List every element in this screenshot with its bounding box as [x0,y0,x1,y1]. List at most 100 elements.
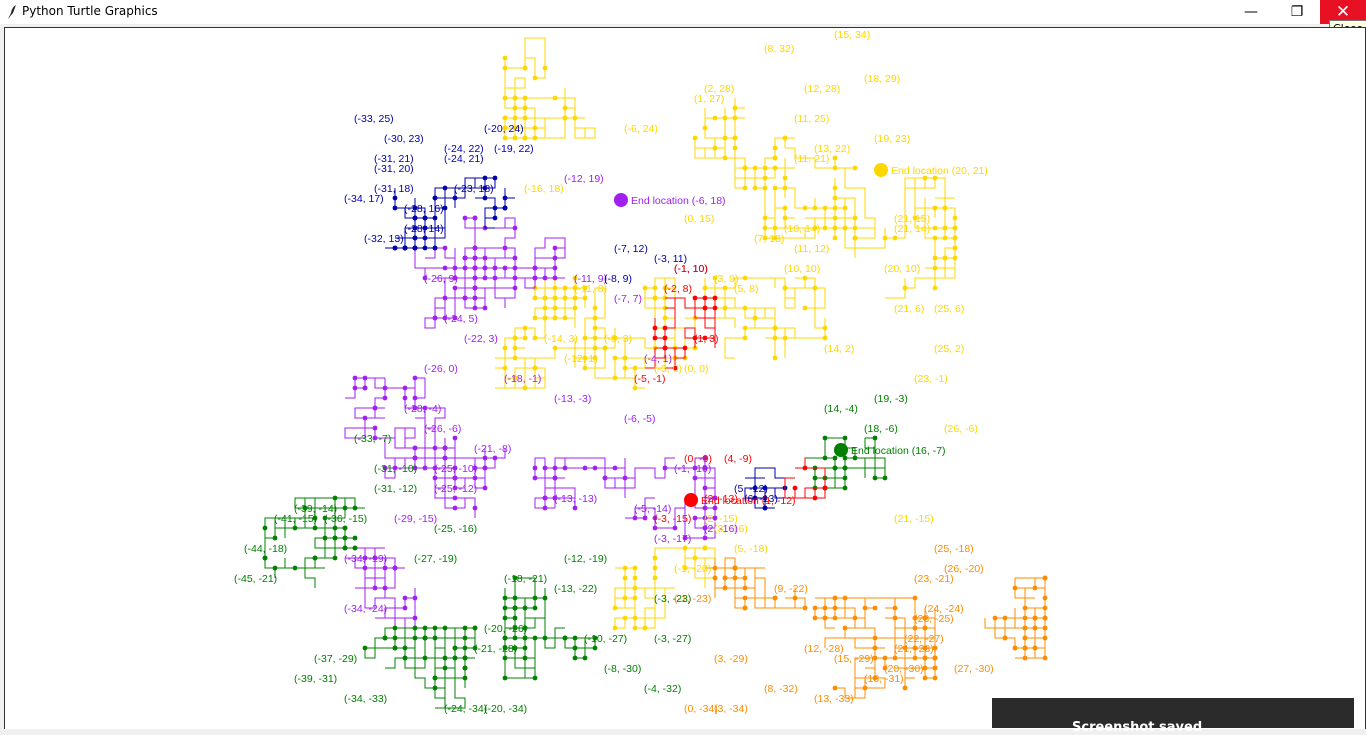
walk-point [832,215,838,221]
walk-point [422,225,428,231]
walk-point [522,95,528,101]
minimize-button[interactable]: — [1228,0,1274,24]
walk-point [332,535,338,541]
walk-point [1022,635,1028,641]
turtle-canvas[interactable]: (15, 34) (8, 32) (18, 29) (12, 28) (11, 25) (… [4,27,1366,729]
walk-point [662,325,668,331]
coordinate-label: (5, -12) [734,483,768,495]
walk-point [352,545,358,551]
walk-point [1032,585,1038,591]
walk-point [432,625,438,631]
coordinate-label: (-29, -15) [394,513,437,525]
walk-point [472,245,478,251]
walk-point [692,465,698,471]
walk-point [572,635,578,641]
walk-point [442,265,448,271]
walk-point [462,675,468,681]
coordinate-label: (2, -16) [704,523,738,535]
coordinate-label: (-24, 21) [444,153,484,165]
walk-point [412,215,418,221]
walk-point [512,345,518,351]
walk-point [612,465,618,471]
walk-point [532,635,538,641]
walk-point [812,475,818,481]
coordinate-label: (-12, -19) [564,553,607,565]
walk-point [502,195,508,201]
coordinate-label: (-26, 0) [424,363,458,375]
walk-point [622,475,628,481]
end-location-label: End location (1, -12) [701,495,796,507]
walk-point [842,625,848,631]
coordinate-label: (25, 6) [934,303,964,315]
walk-point [412,625,418,631]
walk-point [492,275,498,281]
walk-point [932,175,938,181]
walk-point [472,475,478,481]
coordinate-label: (-31, 21) [374,153,414,165]
walk-point [1032,645,1038,651]
walk-point [412,405,418,411]
maximize-icon: ❐ [1290,4,1304,20]
walk-point [932,265,938,271]
walk-point [922,175,928,181]
walk-point [732,145,738,151]
walk-point [942,255,948,261]
walk-point [532,675,538,681]
walk-point [472,645,478,651]
walk-point [452,485,458,491]
coordinate-label: (-41, -15) [274,513,317,525]
walk-point [552,245,558,251]
walk-point [532,75,538,81]
coordinate-label: (-3, -27) [654,633,691,645]
coordinate-label: (-20, -26) [484,623,527,635]
walk-point [742,595,748,601]
coordinate-label: (0, -34) [684,703,718,715]
coordinate-label: (-26, 9) [424,273,458,285]
walk-point [1022,605,1028,611]
close-icon: ✕ [1335,2,1351,22]
walk-point [452,475,458,481]
coordinate-label: (-25, -12) [434,483,477,495]
walk-path-yellow [502,37,596,141]
walk-point [402,595,408,601]
walk-point [722,575,728,581]
walk-point [422,245,428,251]
coordinate-label: (-19, 22) [494,143,534,155]
walk-point [762,185,768,191]
walk-point [902,285,908,291]
walk-point [742,165,748,171]
walk-point [592,635,598,641]
walk-point [422,655,428,661]
walk-point [702,455,708,461]
walk-point [512,605,518,611]
walk-path-purple [532,455,718,541]
coordinate-label: (-24, 22) [444,143,484,155]
maximize-button[interactable]: ❐ [1274,0,1320,24]
walk-point [402,605,408,611]
coordinate-label: (-28, 14) [404,223,444,235]
walk-point [422,625,428,631]
walk-point [432,675,438,681]
walk-path-green [262,495,365,588]
coordinate-label: (-14, 3) [544,333,578,345]
walk-point [662,465,668,471]
walk-point [612,625,618,631]
walk-point [742,575,748,581]
walk-point [512,265,518,271]
walk-point [712,565,718,571]
walk-point [582,335,588,341]
walk-line [744,467,786,509]
walk-point [832,195,838,201]
walk-point [932,665,938,671]
coordinate-label: (-13, -3) [554,393,591,405]
walk-point [832,225,838,231]
walk-point [342,535,348,541]
walk-point [822,455,828,461]
walk-point [402,245,408,251]
walk-point [422,235,428,241]
walk-point [432,445,438,451]
coordinate-label: (-34, -24) [344,603,387,615]
walk-line [804,437,886,489]
coordinate-label: (13, -33) [814,693,854,705]
walk-point [572,295,578,301]
